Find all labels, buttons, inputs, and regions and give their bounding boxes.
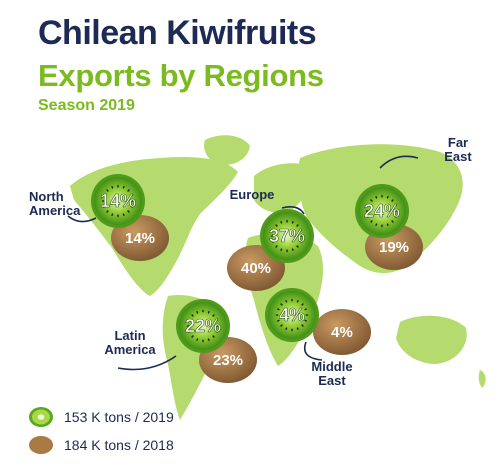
region-label-far-east: Far East [444, 135, 472, 164]
pointer-latin-america [117, 355, 177, 371]
value-2018-north-america: 14% [125, 230, 155, 247]
title-line-2: Exports by Regions [38, 58, 324, 93]
value-2019-north-america: 14% [100, 191, 136, 211]
pointer-middle-east [303, 341, 323, 361]
season-label: Season 2019 [38, 97, 135, 114]
value-2018-far-east: 19% [379, 239, 409, 256]
legend-label-2018: 184 K tons / 2018 [64, 437, 174, 453]
region-label-latin-america: Latin America [104, 328, 156, 357]
green-kiwi-slice-icon [29, 407, 53, 427]
kiwi-2019-north-america: 14% [91, 174, 145, 228]
kiwi-2019-europe: 37% [260, 209, 314, 263]
region-labels: North America Europe Far East Latin America Mid… [29, 135, 472, 388]
region-label-north-america: North America [29, 189, 81, 218]
value-2019-middle-east: 4% [279, 305, 305, 325]
value-2019-europe: 37% [269, 226, 305, 246]
kiwi-2019-far-east: 24% [355, 184, 409, 238]
region-label-middle-east: Middle East [311, 359, 352, 388]
title-line-1: Chilean Kiwifruits [38, 14, 317, 52]
map-europe [254, 163, 311, 213]
map-australia [396, 315, 467, 364]
kiwi-2018-middle-east: 4% [313, 309, 371, 355]
legend-item-2018: 184 K tons / 2018 [28, 434, 174, 456]
map-new-zealand [478, 370, 486, 388]
kiwi-markers: 14% 14% 40% 37% 19% 24% 23% 22% 4% 4% [91, 174, 423, 383]
brown-kiwi-whole-icon [29, 436, 53, 454]
kiwi-2019-middle-east: 4% [265, 288, 319, 342]
kiwi-2019-latin-america: 22% [176, 299, 230, 353]
pointer-far-east [379, 155, 419, 169]
value-2019-latin-america: 22% [185, 316, 221, 336]
map-greenland [204, 135, 250, 166]
pointer-europe [281, 206, 305, 215]
value-2018-europe: 40% [241, 260, 271, 277]
value-2019-far-east: 24% [364, 201, 400, 221]
pointer-north-america [67, 215, 97, 223]
region-label-europe: Europe [230, 187, 275, 202]
value-2018-latin-america: 23% [213, 352, 243, 369]
legend-item-2019: 153 K tons / 2019 [28, 406, 174, 428]
legend-label-2019: 153 K tons / 2019 [64, 409, 174, 425]
value-2018-middle-east: 4% [331, 324, 353, 341]
region-pointers [67, 155, 419, 371]
